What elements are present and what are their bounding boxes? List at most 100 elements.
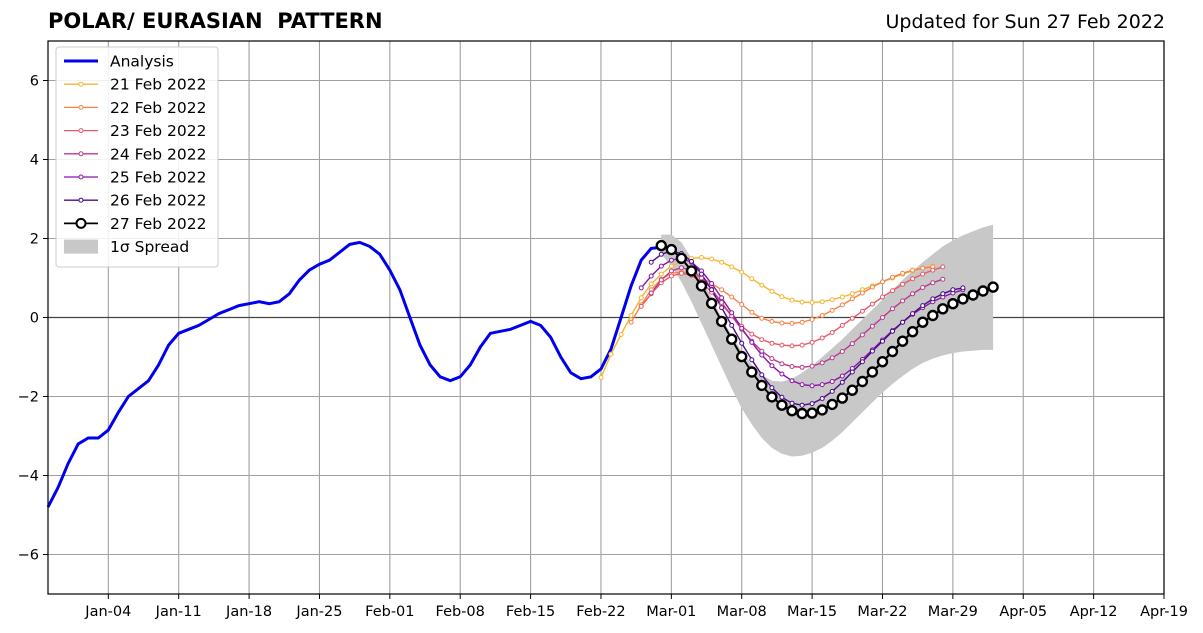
forecast-point (859, 290, 865, 296)
forecast-point (910, 311, 916, 317)
forecast-point (685, 265, 698, 277)
forecast-point (906, 326, 919, 338)
forecast-point (829, 297, 835, 303)
forecast-point (920, 285, 926, 290)
forecast-point (809, 339, 815, 345)
forecast-point (749, 309, 755, 315)
forecast-point (749, 357, 755, 363)
forecast-point (655, 239, 667, 252)
x-tick-label: Mar-29 (928, 604, 978, 620)
forecast-point (900, 298, 906, 304)
forecast-point (789, 320, 795, 326)
forecast-point (900, 270, 906, 276)
forecast-point (789, 400, 795, 406)
forecast-point (709, 281, 715, 286)
forecast-point (779, 371, 785, 377)
forecast-point (715, 315, 728, 328)
forecast-point (638, 295, 644, 301)
legend-label: 22 Feb 2022 (110, 99, 206, 117)
forecast-point (648, 290, 654, 296)
forecast-point (917, 316, 929, 328)
legend-marker (78, 81, 84, 87)
chart-title: POLAR/ EURASIAN PATTERN (48, 9, 383, 33)
forecast-point (809, 317, 815, 322)
x-tick-label: Feb-08 (436, 604, 485, 620)
forecast-point (598, 375, 604, 380)
forecast-point (940, 264, 946, 270)
forecast-point (739, 269, 745, 275)
forecast-point (937, 303, 949, 315)
forecast-point (766, 391, 778, 403)
forecast-point (957, 293, 969, 305)
forecast-point (736, 350, 748, 363)
forecast-point (859, 332, 865, 338)
forecast-point (648, 273, 654, 279)
forecast-point (749, 276, 755, 282)
forecast-point (638, 285, 644, 291)
forecast-point (658, 277, 664, 283)
forecast-point (886, 345, 899, 358)
forecast-point (719, 295, 725, 301)
forecast-point (749, 331, 755, 337)
forecast-point (799, 299, 805, 305)
chart-subtitle: Updated for Sun 27 Feb 2022 (885, 11, 1165, 33)
legend-label: 23 Feb 2022 (110, 122, 206, 140)
legend-label: 1σ Spread (110, 238, 189, 256)
forecast-point (880, 315, 885, 320)
forecast-point (719, 300, 725, 305)
x-tick-label: Mar-08 (717, 604, 767, 620)
forecast-point (866, 366, 879, 378)
forecast-point (836, 392, 848, 404)
legend: Analysis 21 Feb 2022 22 Feb 2022 23 Feb 202… (55, 46, 219, 268)
forecast-point (705, 297, 718, 309)
forecast-point (890, 328, 895, 334)
forecast-point (816, 404, 828, 416)
forecast-point (608, 351, 614, 357)
x-tick-label: Feb-15 (506, 604, 555, 620)
forecast-point (819, 396, 825, 401)
forecast-point (809, 363, 815, 369)
y-tick-label: 0 (30, 311, 39, 327)
forecast-point (809, 300, 815, 305)
forecast-point (675, 252, 688, 264)
forecast-point (665, 243, 678, 256)
y-tick-label: −6 (18, 548, 39, 564)
forecast-point (839, 322, 845, 328)
forecast-point (829, 379, 835, 384)
forecast-point (789, 378, 795, 384)
x-tick-label: Mar-01 (646, 604, 696, 620)
forecast-point (829, 307, 835, 313)
forecast-point (719, 305, 725, 311)
forecast-point (930, 280, 936, 286)
forecast-point (849, 315, 855, 321)
forecast-point (719, 259, 725, 265)
forecast-point (799, 402, 805, 408)
forecast-point (789, 364, 795, 369)
y-tick-label: −4 (18, 469, 39, 485)
forecast-point (769, 363, 775, 369)
series-group (46, 239, 999, 508)
forecast-point (779, 342, 785, 348)
forecast-point (779, 394, 785, 400)
legend-marker (78, 174, 84, 180)
forecast-point (699, 271, 704, 277)
legend-marker (78, 104, 84, 110)
forecast-point (648, 259, 654, 265)
spread-band-group (661, 224, 994, 457)
forecast-point (869, 348, 875, 354)
forecast-point (920, 303, 926, 309)
forecast-point (759, 337, 765, 343)
legend-marker (75, 217, 87, 229)
x-tick-label: Apr-12 (1070, 604, 1118, 620)
forecast-point (678, 265, 684, 271)
axes: Jan-04 Jan-11 Jan-18 Jan-25 Feb-01 Feb-08 Feb-… (18, 74, 1188, 621)
forecast-point (759, 282, 765, 288)
legend-swatch (64, 239, 98, 254)
forecast-point (799, 342, 805, 348)
forecast-point (839, 302, 845, 308)
forecast-point (900, 319, 906, 325)
forecast-point (869, 323, 875, 329)
forecast-point (658, 251, 664, 257)
forecast-point (839, 349, 845, 354)
forecast-point (776, 399, 788, 411)
